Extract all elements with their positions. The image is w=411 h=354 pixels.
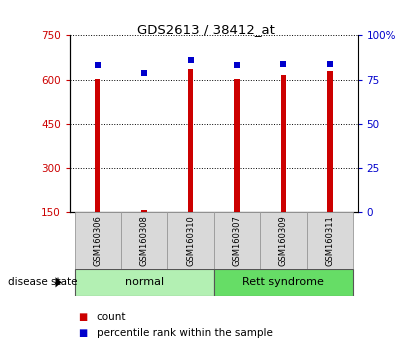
Text: percentile rank within the sample: percentile rank within the sample: [97, 328, 272, 338]
Polygon shape: [55, 277, 62, 287]
Bar: [307, 212, 353, 269]
Text: ■: ■: [78, 328, 88, 338]
Bar: [260, 212, 307, 269]
Text: Rett syndrome: Rett syndrome: [242, 277, 324, 287]
Text: GDS2613 / 38412_at: GDS2613 / 38412_at: [136, 23, 275, 36]
Text: count: count: [97, 312, 126, 322]
Bar: [74, 269, 214, 296]
Text: normal: normal: [125, 277, 164, 287]
Text: GSM160310: GSM160310: [186, 215, 195, 266]
Bar: [234, 79, 240, 212]
Bar: [121, 212, 167, 269]
Bar: [327, 72, 332, 212]
Text: GSM160308: GSM160308: [140, 215, 149, 266]
Bar: [188, 69, 193, 212]
Bar: [95, 79, 101, 212]
Text: ■: ■: [78, 312, 88, 322]
Bar: [214, 269, 353, 296]
Bar: [281, 75, 286, 212]
Bar: [167, 212, 214, 269]
Bar: [214, 212, 260, 269]
Text: GSM160306: GSM160306: [93, 215, 102, 266]
Text: disease state: disease state: [8, 277, 78, 287]
Text: GSM160311: GSM160311: [325, 215, 334, 266]
Bar: [141, 210, 147, 212]
Text: GSM160307: GSM160307: [233, 215, 241, 266]
Bar: [74, 212, 121, 269]
Text: GSM160309: GSM160309: [279, 215, 288, 266]
